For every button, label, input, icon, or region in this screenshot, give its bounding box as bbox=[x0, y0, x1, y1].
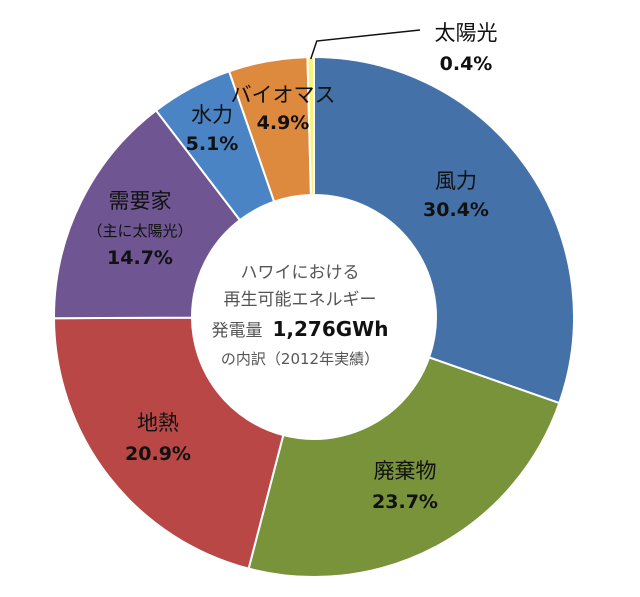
center-line-1: ハワイにおける bbox=[241, 263, 360, 283]
slice-percent: 30.4% bbox=[423, 199, 489, 221]
slice-label-5: 水力 5.1% bbox=[186, 103, 239, 155]
slice-percent: 23.7% bbox=[372, 491, 438, 513]
slice-label-4: 需要家 （主に太陽光） 14.7% bbox=[87, 189, 192, 269]
slice-percent: 4.9% bbox=[257, 112, 310, 134]
donut-slices bbox=[52, 55, 575, 578]
center-caption: ハワイにおける 再生可能エネルギー 発電量 1,276GWh の内訳（2012年… bbox=[212, 263, 389, 368]
slice-sublabel: （主に太陽光） bbox=[87, 222, 192, 240]
slice-name: 水力 bbox=[191, 103, 233, 127]
center-line-2: 再生可能エネルギー bbox=[224, 290, 377, 310]
center-line-4: の内訳（2012年実績） bbox=[221, 350, 379, 368]
slice-name: 廃棄物 bbox=[374, 459, 437, 483]
slice-label-3: 地熱 20.9% bbox=[125, 411, 191, 465]
slice-percent: 5.1% bbox=[186, 133, 239, 155]
slice-label-2: 廃棄物 23.7% bbox=[372, 459, 438, 513]
leader-line bbox=[310, 29, 421, 60]
slice-labels: 風力 30.4% 廃棄物 23.7% 地熱 20.9% 需要家 （主に太陽光） 14.7% 水力 5… bbox=[87, 21, 497, 513]
slice-name: 需要家 bbox=[109, 189, 172, 213]
donut-hole bbox=[192, 195, 436, 439]
slice-name: 太陽光 bbox=[435, 21, 498, 45]
slice-name: 風力 bbox=[435, 169, 477, 193]
slice-name: バイオマス bbox=[231, 83, 336, 107]
slice-percent: 14.7% bbox=[107, 247, 173, 269]
slice-name: 地熱 bbox=[137, 411, 179, 435]
slice-percent: 0.4% bbox=[440, 53, 493, 75]
slice-label-1: 風力 30.4% bbox=[423, 169, 489, 221]
center-total-value: 1,276GWh bbox=[273, 317, 389, 341]
slice-percent: 20.9% bbox=[125, 443, 191, 465]
center-line-3-prefix: 発電量 bbox=[212, 321, 263, 341]
center-line-3: 発電量 1,276GWh bbox=[212, 317, 389, 341]
slice-label-7: 太陽光 0.4% bbox=[435, 21, 498, 75]
slice-label-6: バイオマス 4.9% bbox=[231, 83, 336, 134]
